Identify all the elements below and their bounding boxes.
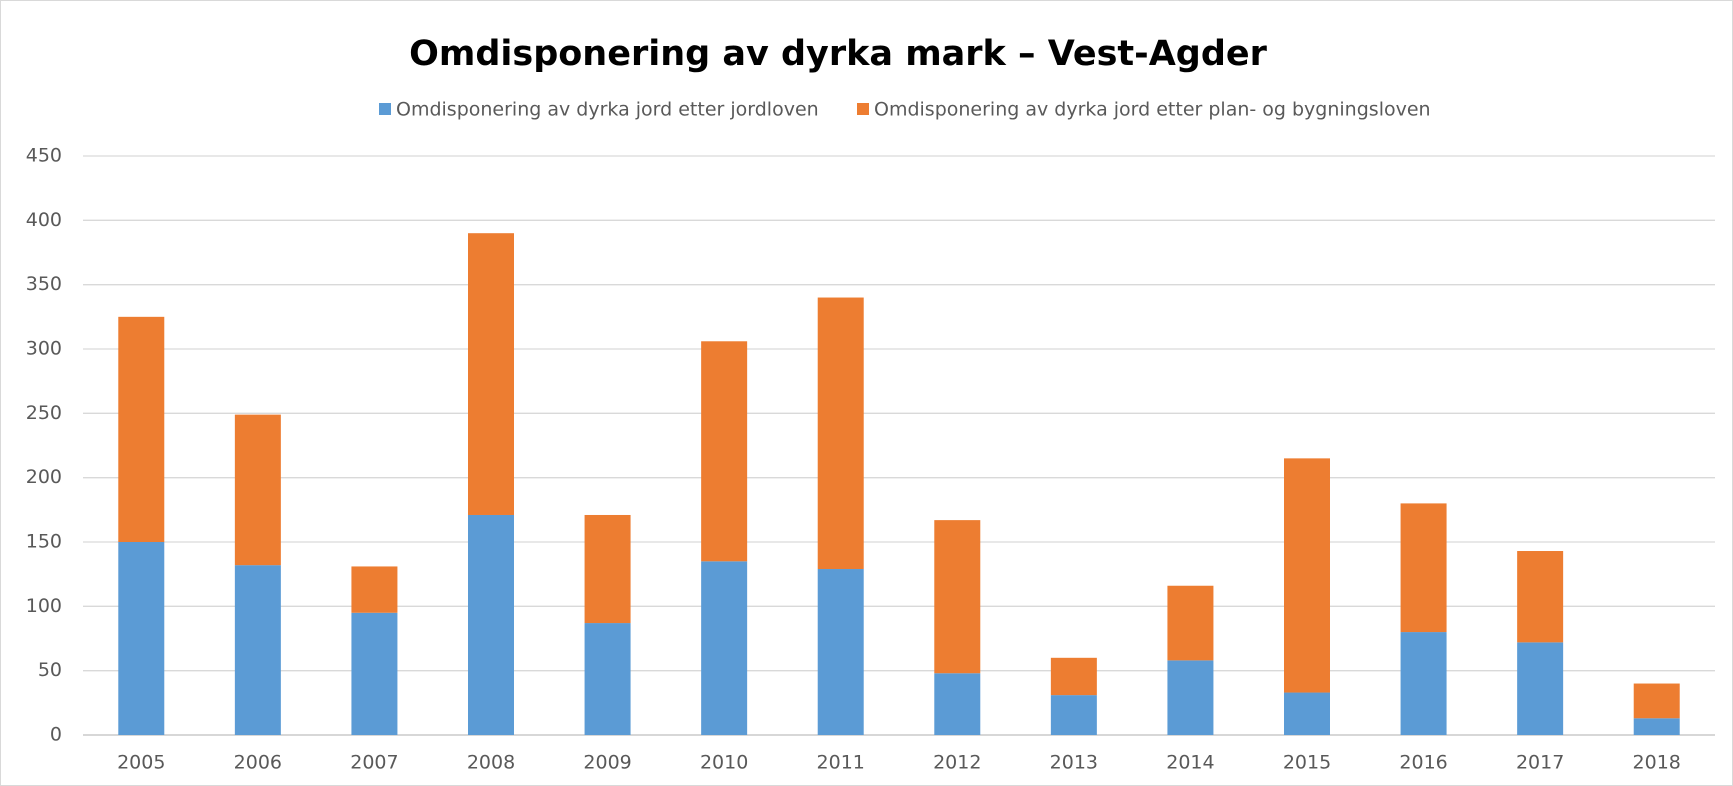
bar-segment [934, 673, 981, 735]
x-tick-label: 2008 [467, 752, 515, 774]
x-tick-label: 2017 [1516, 752, 1564, 774]
legend-swatch [857, 103, 869, 115]
y-tick-label: 350 [26, 273, 62, 295]
bar-segment [1400, 503, 1447, 633]
bar-segment [1633, 718, 1680, 735]
bar-segment [584, 514, 631, 624]
bar-segment [1167, 660, 1214, 735]
x-tick-label: 2015 [1283, 752, 1331, 774]
bar-segment [701, 341, 748, 562]
bar-segment [1400, 632, 1447, 735]
x-tick-label: 2006 [234, 752, 282, 774]
bar-segment [1517, 642, 1564, 735]
bar-segment [817, 569, 864, 735]
y-tick-label: 400 [26, 209, 62, 231]
bar-segment [234, 414, 281, 566]
bar-segment [1167, 585, 1214, 661]
y-tick-label: 50 [38, 659, 62, 681]
bar-segment [1284, 692, 1330, 735]
bar-segment [584, 623, 631, 735]
bar-segment [351, 612, 398, 735]
bar-segment [1517, 551, 1564, 643]
legend-swatch [379, 103, 391, 115]
legend-label: Omdisponering av dyrka jord etter plan- … [874, 99, 1431, 121]
legend-label: Omdisponering av dyrka jord etter jordlo… [396, 99, 819, 121]
chart-title: Omdisponering av dyrka mark – Vest-Agder [409, 34, 1268, 74]
x-tick-label: 2018 [1633, 752, 1681, 774]
bar-segment [701, 561, 748, 735]
x-tick-label: 2013 [1050, 752, 1098, 774]
y-tick-label: 100 [26, 595, 62, 617]
x-tick-label: 2005 [117, 752, 165, 774]
bar-segment [468, 233, 514, 515]
bar-segment [468, 514, 514, 735]
bar-segment [1050, 695, 1097, 735]
y-tick-label: 450 [26, 145, 62, 167]
bar-segment [1633, 683, 1680, 719]
bar-segment [118, 316, 165, 542]
y-tick-label: 0 [50, 724, 62, 746]
y-tick-label: 200 [26, 466, 62, 488]
x-tick-label: 2014 [1166, 752, 1214, 774]
x-tick-label: 2012 [933, 752, 981, 774]
y-tick-label: 150 [26, 531, 62, 553]
bar-segment [934, 520, 981, 674]
x-tick-label: 2009 [583, 752, 631, 774]
y-tick-label: 300 [26, 338, 62, 360]
bar-segment [817, 297, 864, 570]
x-tick-label: 2010 [700, 752, 748, 774]
y-tick-label: 250 [26, 402, 62, 424]
bar-segment [118, 542, 165, 735]
bar-segment [1284, 458, 1330, 693]
x-tick-label: 2011 [817, 752, 865, 774]
x-tick-label: 2007 [350, 752, 398, 774]
bar-segment [1050, 657, 1097, 696]
x-tick-label: 2016 [1399, 752, 1447, 774]
bar-segment [234, 565, 281, 735]
bar-segment [351, 566, 398, 613]
